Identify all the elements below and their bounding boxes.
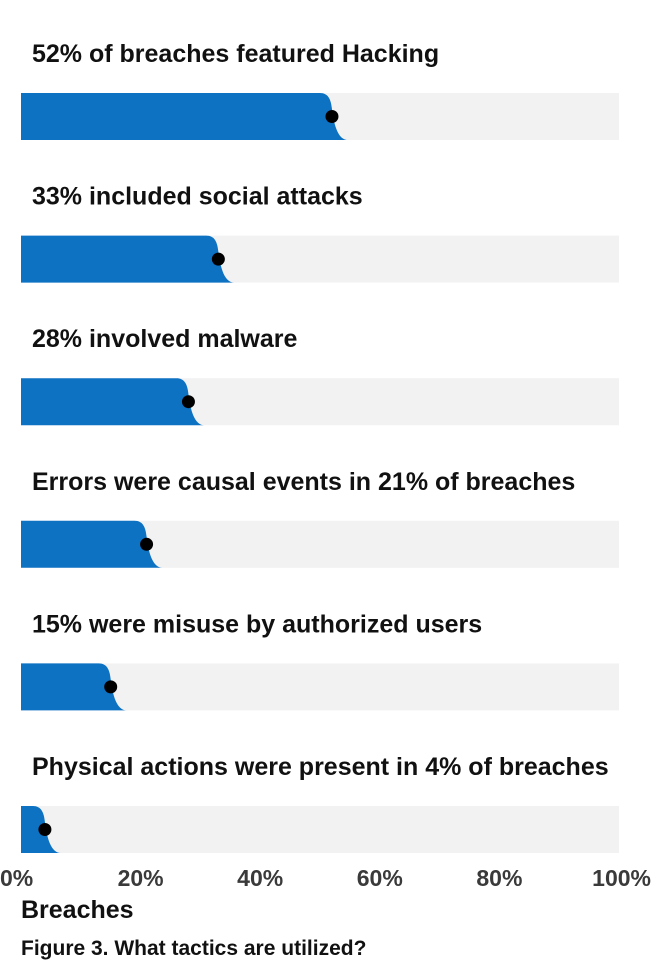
bar-row: 15% were misuse by authorized users — [21, 610, 619, 711]
bar — [21, 235, 235, 283]
bar-row: Physical actions were present in 4% of b… — [21, 753, 619, 853]
bar-row: 33% included social attacks — [21, 183, 619, 283]
x-axis-title: Breaches — [21, 896, 134, 924]
x-tick-label: 80% — [476, 865, 522, 891]
bar — [21, 520, 163, 568]
bar-label: Errors were causal events in 21% of brea… — [32, 468, 575, 496]
x-tick-label: 60% — [357, 865, 403, 891]
bar-value-marker — [140, 537, 154, 551]
bar-row: 28% involved malware — [21, 325, 619, 426]
bar-row: 52% of breaches featured Hacking — [21, 40, 619, 140]
bar-value-marker — [325, 110, 339, 123]
x-tick-label: 40% — [237, 865, 283, 891]
x-tick-label: 0% — [0, 865, 33, 891]
bar-track — [21, 806, 619, 853]
bar — [21, 93, 348, 140]
bar-row: Errors were causal events in 21% of brea… — [21, 468, 619, 568]
x-tick-label: 20% — [118, 865, 164, 891]
bar-value-marker — [181, 395, 195, 409]
bar — [21, 378, 205, 426]
bar-label: 15% were misuse by authorized users — [32, 610, 482, 638]
bar — [21, 663, 127, 711]
bar-track — [21, 663, 619, 711]
bar-value-marker — [211, 252, 225, 266]
bar-value-marker — [38, 823, 52, 836]
figure-caption: Figure 3. What tactics are utilized? — [21, 937, 367, 960]
bar-label: Physical actions were present in 4% of b… — [32, 753, 609, 781]
bar-label: 28% involved malware — [32, 325, 298, 353]
bar-label: 33% included social attacks — [32, 183, 363, 211]
x-tick-label: 100% — [592, 865, 651, 891]
bar-label: 52% of breaches featured Hacking — [32, 40, 439, 68]
bar-value-marker — [104, 680, 118, 694]
